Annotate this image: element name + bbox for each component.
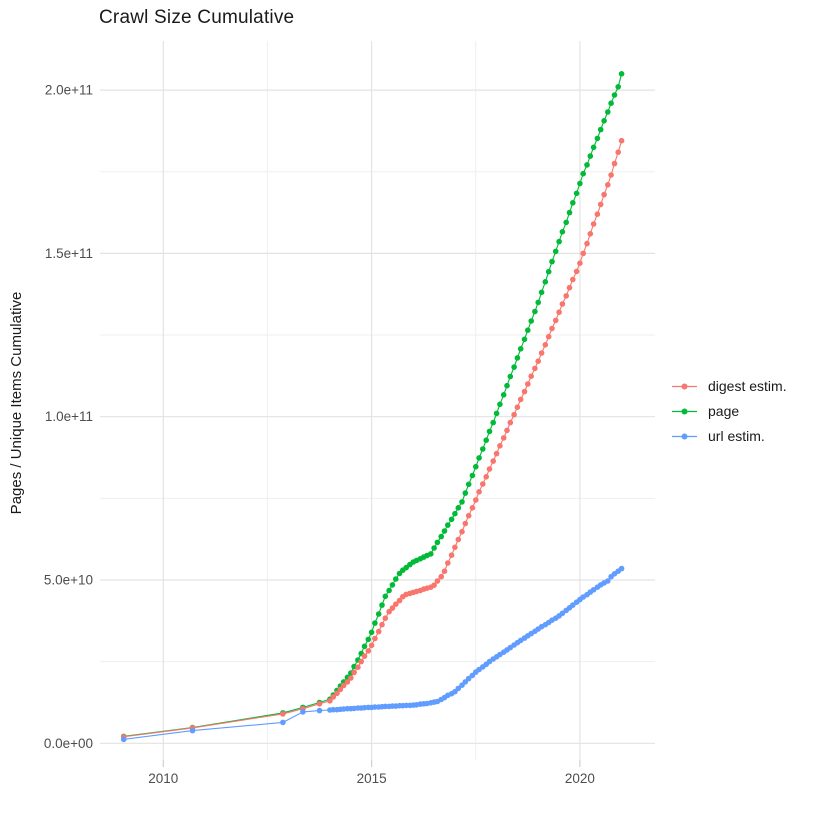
legend-key-url-icon bbox=[672, 433, 697, 439]
legend-item-url: url estim. bbox=[671, 428, 787, 444]
legend-item-digest: digest estim. bbox=[671, 378, 787, 394]
svg-text:2015: 2015 bbox=[357, 771, 387, 786]
svg-text:2020: 2020 bbox=[565, 771, 595, 786]
legend: digest estim. page url estim. bbox=[671, 378, 787, 444]
legend-label-url: url estim. bbox=[708, 428, 765, 444]
chart-title: Crawl Size Cumulative bbox=[99, 7, 295, 28]
svg-text:2010: 2010 bbox=[148, 771, 178, 786]
legend-key-page-icon bbox=[672, 408, 697, 414]
legend-item-page: page bbox=[671, 403, 787, 419]
svg-text:1.5e+11: 1.5e+11 bbox=[45, 246, 93, 261]
svg-text:0.0e+00: 0.0e+00 bbox=[44, 736, 93, 751]
svg-text:5.0e+10: 5.0e+10 bbox=[44, 573, 93, 588]
legend-label-digest: digest estim. bbox=[708, 378, 787, 394]
svg-text:1.0e+11: 1.0e+11 bbox=[45, 409, 93, 424]
legend-label-page: page bbox=[708, 403, 740, 419]
svg-text:2.0e+11: 2.0e+11 bbox=[45, 83, 93, 98]
legend-key-digest-icon bbox=[672, 383, 697, 389]
